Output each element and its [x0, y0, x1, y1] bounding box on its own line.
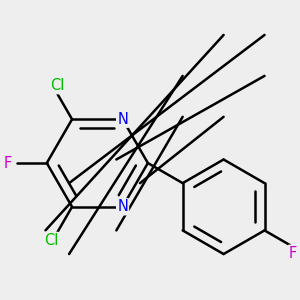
- Text: N: N: [117, 199, 128, 214]
- Text: F: F: [4, 155, 12, 170]
- Text: Cl: Cl: [50, 78, 64, 93]
- Text: N: N: [117, 112, 128, 127]
- Text: F: F: [289, 246, 297, 261]
- Text: Cl: Cl: [44, 233, 58, 248]
